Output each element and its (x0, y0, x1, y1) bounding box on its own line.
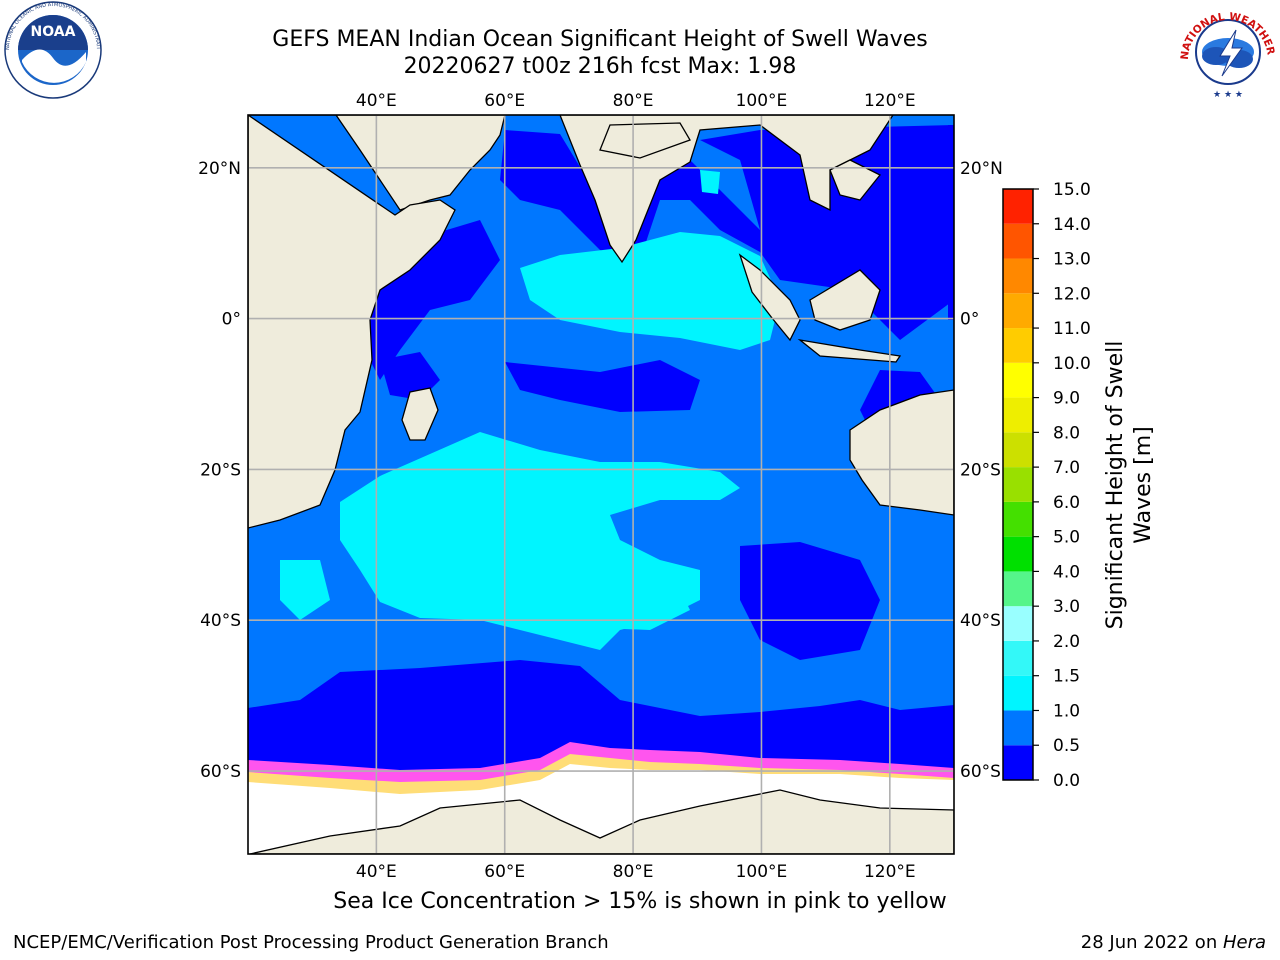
lat-label-left: 40°S (200, 611, 241, 631)
footer-machine: Hera (1222, 932, 1266, 953)
colorbar-frame (1002, 188, 1034, 781)
svg-text:★ ★ ★: ★ ★ ★ (1213, 90, 1243, 100)
lat-label-right: 0° (960, 310, 979, 330)
colorbar-swatch (1003, 501, 1033, 537)
swell-high-regions (280, 170, 780, 650)
lon-label-bottom: 120°E (864, 862, 916, 882)
lon-labels-top: 40°E 60°E 80°E 100°E 120°E (356, 91, 916, 111)
colorbar-swatch (1003, 293, 1033, 329)
lon-label-bottom: 40°E (356, 862, 397, 882)
lon-label-bottom: 80°E (613, 862, 654, 882)
colorbar-tick-label: 12.0 (1053, 284, 1091, 304)
noaa-logo: NOAA NATIONAL OCEANIC AND ATMOSPHERIC AD… (0, 0, 102, 99)
colorbar-swatch (1003, 710, 1033, 746)
colorbar-tick-label: 7.0 (1053, 458, 1080, 478)
footer-date-text: 28 Jun 2022 on (1080, 932, 1223, 953)
colorbar-swatch (1003, 258, 1033, 294)
colorbar-tick-label: 5.0 (1053, 528, 1080, 548)
lat-label-right: 20°S (960, 460, 1001, 480)
lon-label-top: 60°E (484, 91, 525, 111)
colorbar-tick-label: 0.5 (1053, 736, 1080, 756)
colorbar-tick-label: 11.0 (1053, 319, 1091, 339)
lon-label-top: 80°E (613, 91, 654, 111)
colorbar-tick-label: 1.0 (1053, 701, 1080, 721)
colorbar-swatch (1003, 640, 1033, 676)
colorbar-swatch (1003, 467, 1033, 502)
lon-label-top: 120°E (864, 91, 916, 111)
colorbar-swatch (1003, 571, 1033, 607)
colorbar-label-line1: Significant Height of Swell (1103, 341, 1128, 630)
sea-ice-note: Sea Ice Concentration > 15% is shown in … (333, 889, 947, 914)
colorbar-tick-label: 4.0 (1053, 562, 1080, 582)
colorbar-swatch (1003, 189, 1033, 224)
noaa-logo-text: NOAA (31, 24, 76, 40)
colorbar-swatch (1003, 223, 1033, 259)
lat-label-right: 40°S (960, 611, 1001, 631)
colorbar-swatch (1003, 675, 1033, 711)
lat-label-left: 20°S (200, 460, 241, 480)
lat-label-right: 20°N (960, 159, 1003, 179)
colorbar-tick-label: 14.0 (1053, 215, 1091, 235)
map-field (248, 115, 954, 854)
colorbar-swatch (1003, 536, 1033, 572)
colorbar-swatch (1003, 432, 1033, 468)
chart-subtitle: 20220627 t00z 216h fcst Max: 1.98 (403, 54, 797, 79)
footer-credit: NCEP/EMC/Verification Post Processing Pr… (13, 932, 609, 953)
colorbar-tick-label: 3.0 (1053, 597, 1080, 617)
lat-label-left: 20°N (198, 159, 241, 179)
colorbar-swatch (1003, 606, 1033, 641)
colorbar-label-line2: Waves [m] (1131, 426, 1156, 543)
colorbar: 0.0 0.5 1.0 1.5 2.0 3.0 4.0 5.0 6.0 7.0 8.0 9.0 10.0… (1002, 180, 1091, 791)
chart-title: GEFS MEAN Indian Ocean Significant Heigh… (272, 27, 928, 52)
colorbar-tick-label: 2.0 (1053, 632, 1080, 652)
colorbar-swatch (1003, 362, 1033, 398)
lon-labels-bottom: 40°E 60°E 80°E 100°E 120°E (356, 862, 916, 882)
lon-label-bottom: 100°E (736, 862, 788, 882)
map-frame (247, 114, 955, 855)
lat-label-left: 60°S (200, 762, 241, 782)
lat-labels-right: 20°N 0° 20°S 40°S 60°S (960, 159, 1003, 782)
colorbar-swatch (1003, 328, 1033, 363)
colorbar-swatch (1003, 397, 1033, 433)
colorbar-tick-label: 8.0 (1053, 423, 1080, 443)
colorbar-tick-label: 0.0 (1053, 771, 1080, 791)
lon-label-top: 40°E (356, 91, 397, 111)
lon-label-top: 100°E (736, 91, 788, 111)
colorbar-tick-label: 15.0 (1053, 180, 1091, 200)
nws-logo: NATIONAL WEATHER SERVICE ★ ★ ★ (1176, 4, 1277, 100)
lat-label-left: 0° (222, 310, 241, 330)
lat-labels-left: 20°N 0° 20°S 40°S 60°S (198, 159, 241, 782)
footer-date: 28 Jun 2022 on Hera (1081, 932, 1266, 953)
colorbar-tick-label: 9.0 (1053, 389, 1080, 409)
colorbar-tick-label: 6.0 (1053, 493, 1080, 513)
colorbar-tick-label: 13.0 (1053, 250, 1091, 270)
colorbar-swatch (1003, 745, 1033, 780)
colorbar-tick-label: 1.5 (1053, 667, 1080, 687)
lat-label-right: 60°S (960, 762, 1001, 782)
lon-label-bottom: 60°E (484, 862, 525, 882)
colorbar-tick-label: 10.0 (1053, 354, 1091, 374)
map-gridlines (248, 115, 954, 854)
antarctica (249, 789, 954, 854)
